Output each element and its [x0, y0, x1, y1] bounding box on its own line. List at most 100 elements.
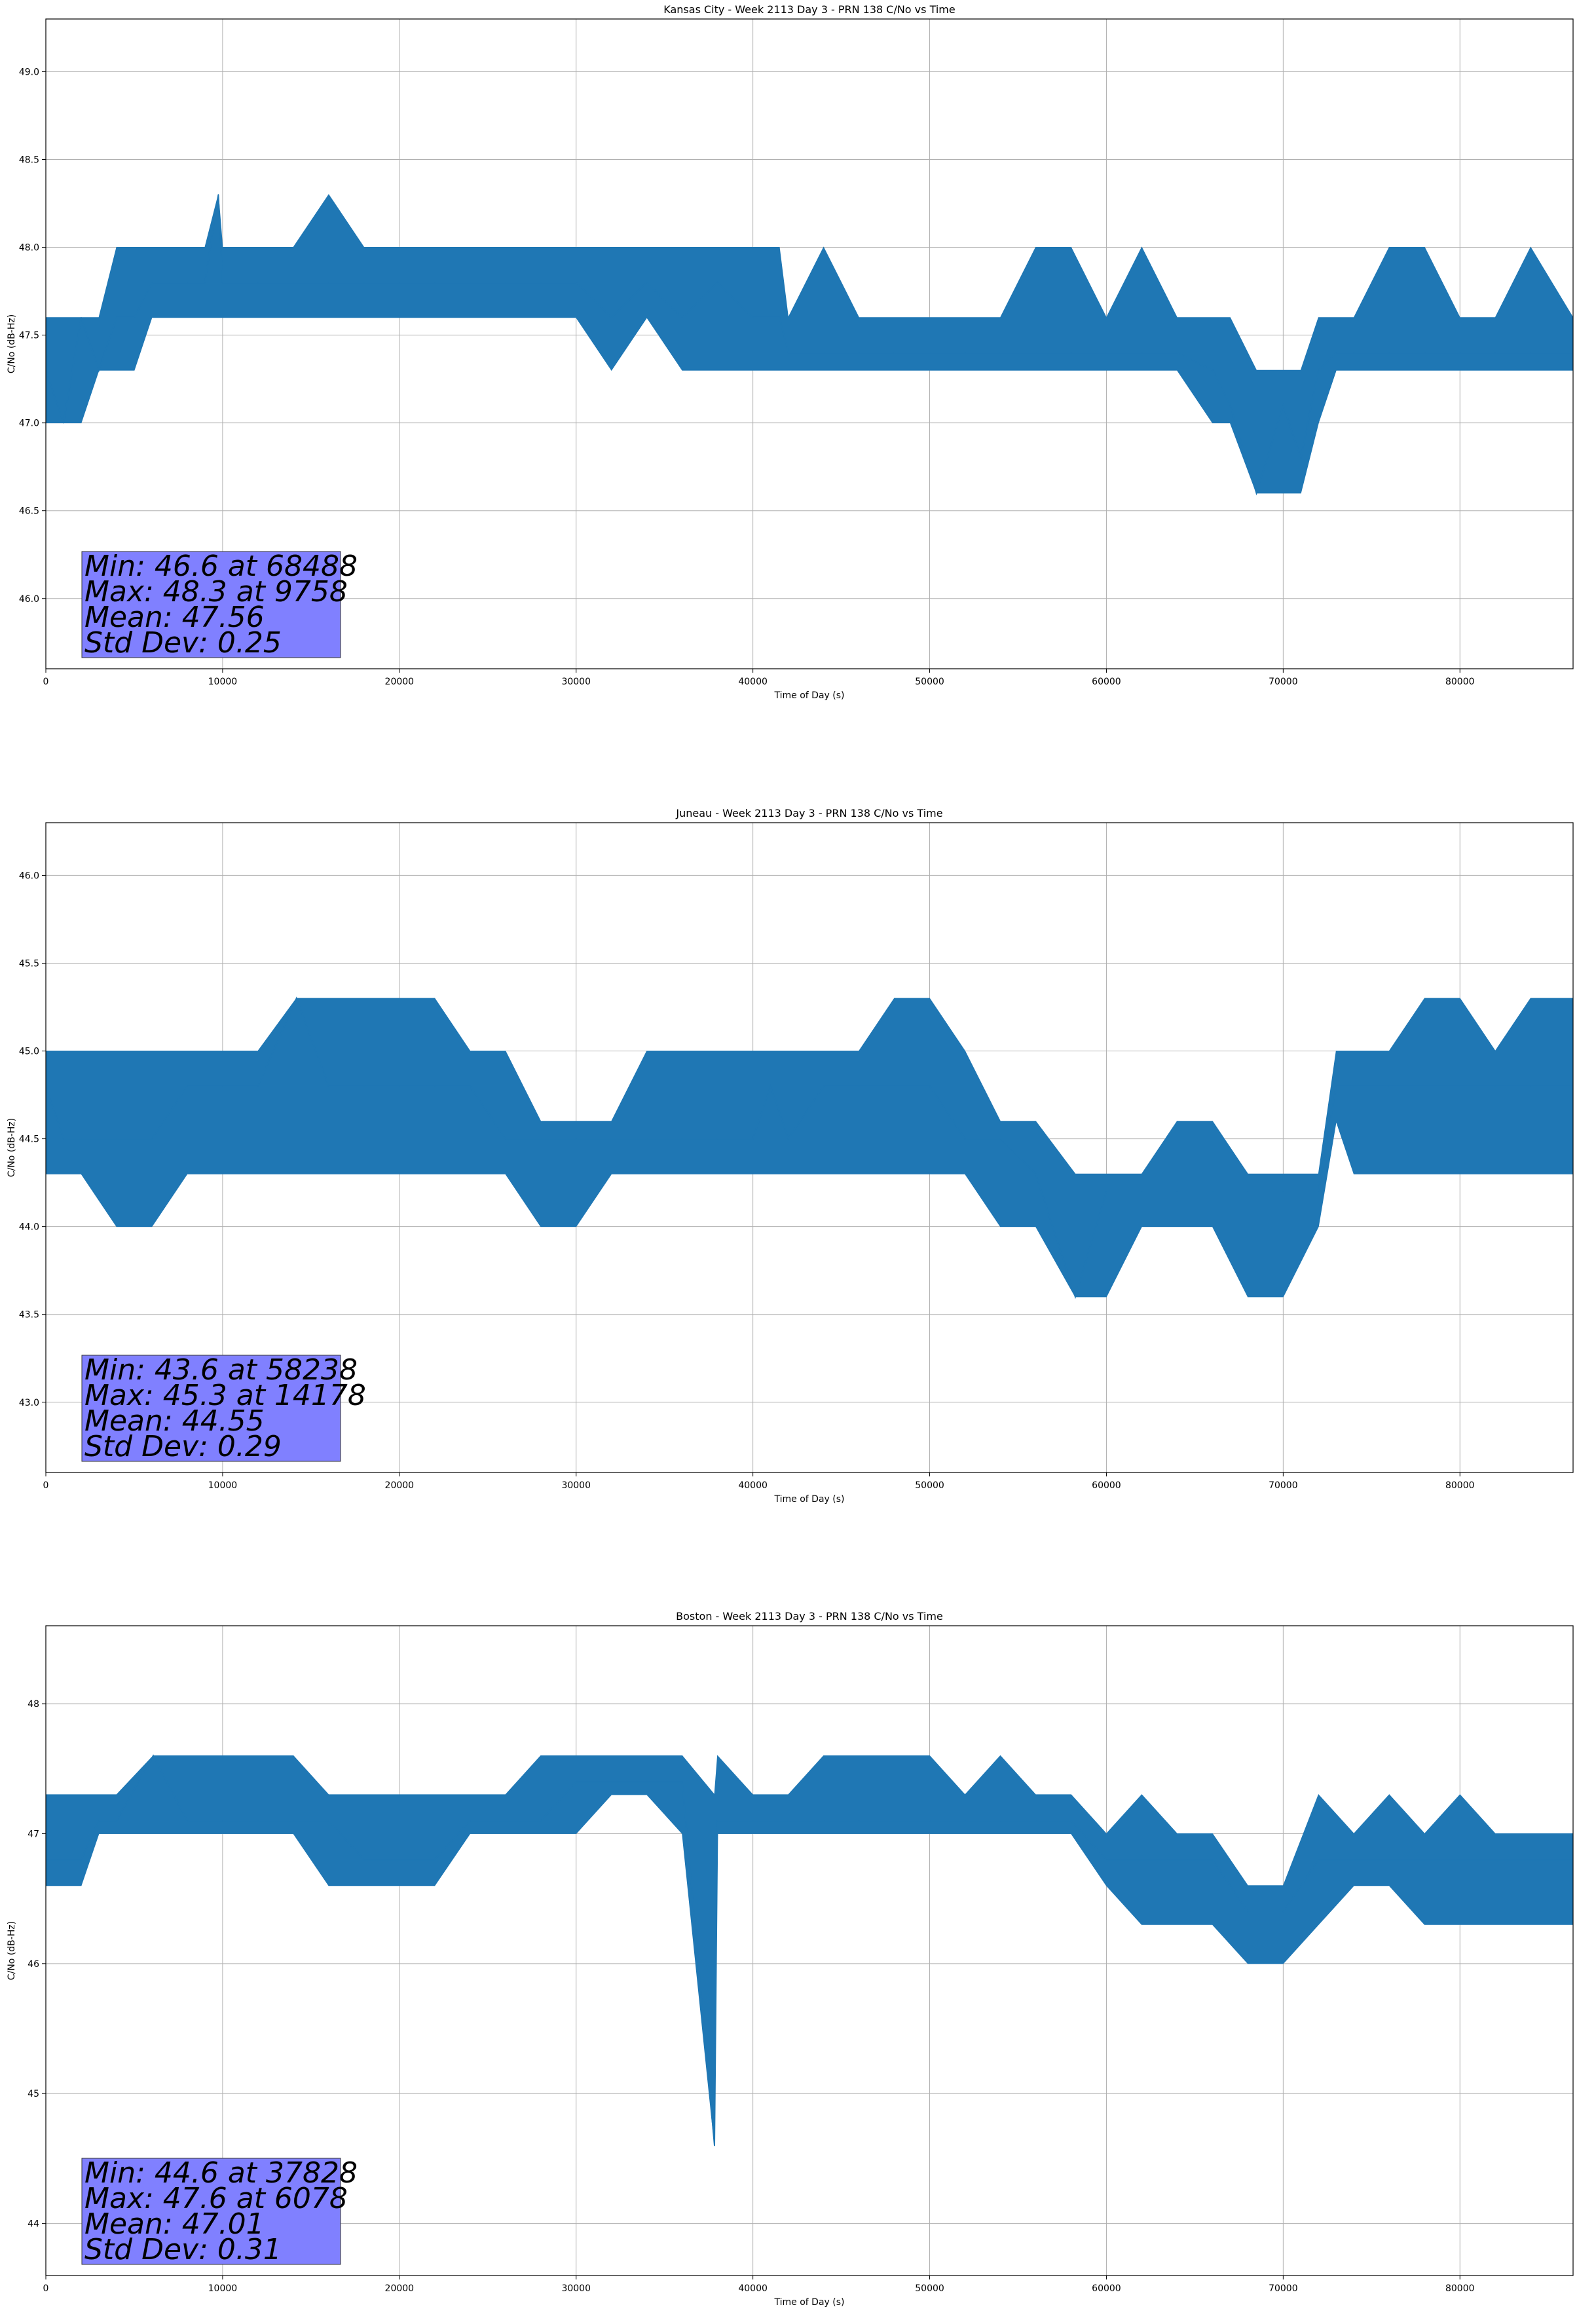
data-point [116, 316, 117, 318]
data-point [893, 1085, 895, 1087]
data-point [169, 282, 170, 283]
data-point [187, 1085, 188, 1087]
data-point [399, 282, 400, 283]
stats-line: Max: 48.3 at 9758 [84, 575, 348, 609]
axes-frame [45, 18, 1574, 669]
data-point [999, 1138, 1001, 1140]
y-axis-label: C/No (dB-Hz) [7, 1118, 17, 1177]
x-tick-label: 30000 [561, 1480, 591, 1491]
data-point [1318, 1191, 1320, 1192]
data-point [575, 1138, 577, 1140]
data-point [893, 352, 895, 354]
data-point [1335, 352, 1337, 354]
y-tick-label: 46 [28, 1959, 39, 1970]
data-point [999, 1820, 1001, 1822]
x-axis-label: Time of Day (s) [774, 1494, 845, 1505]
data-point [893, 1820, 895, 1822]
data-point [610, 316, 612, 318]
data-point [1176, 1859, 1178, 1860]
y-axis-label: C/No (dB-Hz) [7, 314, 17, 373]
x-tick-label: 30000 [561, 677, 591, 687]
data-point [1353, 1085, 1355, 1087]
data-point [469, 1820, 471, 1822]
x-tick-label: 0 [43, 1480, 49, 1491]
data-point [752, 1820, 754, 1822]
data-point [714, 2145, 715, 2146]
data-point [1424, 1859, 1426, 1860]
y-tick-label: 46.0 [19, 594, 39, 605]
data-point [328, 282, 329, 283]
data-point [1459, 1085, 1461, 1087]
data-point [1255, 493, 1257, 494]
x-tick-label: 70000 [1269, 2283, 1298, 2294]
data-point [1353, 1859, 1355, 1860]
data-point [222, 282, 223, 283]
chart-juneau: 0 10000 20000 30000 40000 50000 60000 70000 8000… [7, 807, 1574, 1505]
data-point [770, 1085, 771, 1087]
x-tick-label: 10000 [208, 2283, 238, 2294]
x-tick-label: 80000 [1445, 677, 1475, 687]
data-point [217, 194, 219, 195]
x-tick-label: 20000 [385, 2283, 415, 2294]
data-point [399, 1085, 400, 1087]
data-point [257, 1085, 259, 1087]
data-point [434, 1085, 436, 1087]
data-point [1105, 1191, 1107, 1192]
x-tick-label: 0 [43, 677, 49, 687]
y-tick-label: 49.0 [19, 67, 39, 77]
data-point [1247, 1191, 1249, 1192]
data-point [295, 998, 297, 999]
x-tick-label: 50000 [915, 677, 944, 687]
y-tick-label: 45.5 [19, 958, 39, 969]
x-tick-label: 30000 [561, 2283, 591, 2294]
data-point [1035, 352, 1037, 354]
data-point [187, 282, 188, 283]
data-point [1035, 1820, 1037, 1822]
y-tick-label: 45.0 [19, 1047, 39, 1057]
y-tick-label: 44 [28, 2219, 39, 2230]
y-tick-label: 44.5 [19, 1134, 39, 1145]
data-point [504, 1820, 506, 1822]
data-point [1530, 1085, 1532, 1087]
y-tick-label: 47.5 [19, 331, 39, 341]
data-point [610, 1781, 612, 1782]
data-point [151, 1138, 153, 1140]
data-point [858, 1085, 860, 1087]
data-point [257, 282, 259, 283]
data-point [1282, 1191, 1284, 1192]
data-point [1530, 1859, 1532, 1860]
stats-line: Std Dev: 0.29 [84, 1430, 282, 1463]
data-point [293, 1820, 294, 1822]
y-tick-label: 45 [28, 2089, 39, 2099]
data-point [98, 1820, 100, 1822]
x-tick-label: 50000 [915, 2283, 944, 2294]
y-tick-label: 48.5 [19, 155, 39, 165]
data-point [293, 282, 294, 283]
chart-boston: 0 10000 20000 30000 40000 50000 60000 70000 8000… [7, 1610, 1574, 2308]
x-tick-label: 60000 [1092, 1480, 1121, 1491]
stats-line: Max: 47.6 at 6078 [84, 2182, 348, 2215]
data-point [1335, 1085, 1337, 1087]
y-tick-label: 47.0 [19, 419, 39, 429]
data-point [1176, 1191, 1178, 1192]
data-point [1212, 369, 1214, 371]
data-point [63, 1138, 64, 1140]
data-point [646, 1781, 648, 1782]
data-point [929, 1085, 931, 1087]
data-point [1424, 352, 1426, 354]
x-tick-label: 60000 [1092, 677, 1121, 687]
data-point [1300, 457, 1302, 459]
data-point [1282, 405, 1284, 406]
data-point [610, 1138, 612, 1140]
data-point [434, 282, 436, 283]
data-point [575, 282, 577, 283]
x-axis-label: Time of Day (s) [774, 2297, 845, 2308]
data-point [823, 1820, 825, 1822]
data-point [1105, 352, 1107, 354]
data-point [1070, 1820, 1072, 1822]
data-point [98, 369, 100, 371]
data-point [1388, 1085, 1390, 1087]
chart-kansas-city: 0 10000 20000 30000 40000 50000 60000 70000 8000… [7, 3, 1574, 701]
